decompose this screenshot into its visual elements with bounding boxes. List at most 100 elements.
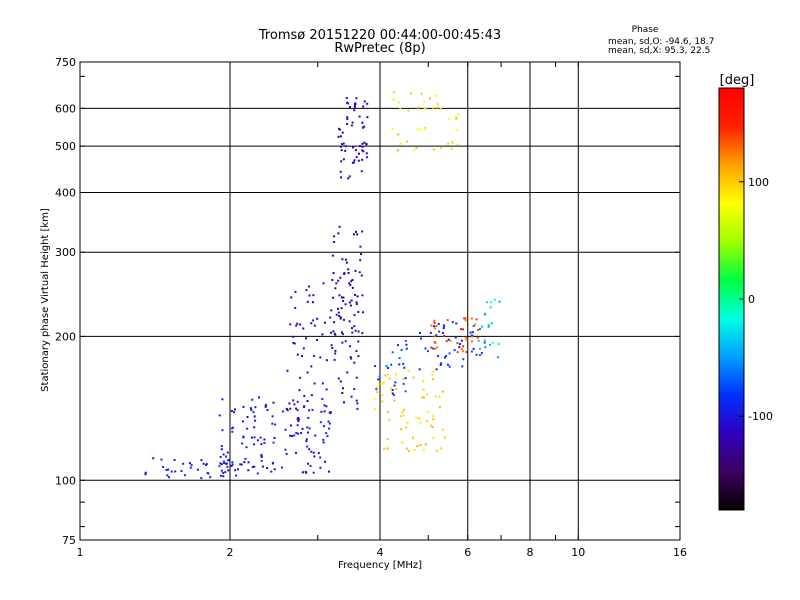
echo-point: [295, 324, 298, 327]
echo-point: [243, 461, 246, 464]
echo-point: [460, 328, 462, 331]
echo-point: [451, 141, 454, 144]
echo-point: [419, 444, 422, 446]
echo-point: [296, 400, 299, 403]
echo-point: [350, 124, 353, 127]
echo-point: [356, 402, 359, 405]
echo-point: [337, 279, 340, 282]
echo-point: [416, 444, 419, 447]
echo-point: [406, 140, 409, 143]
echo-point: [313, 455, 316, 458]
echo-point: [356, 233, 359, 236]
x-tick-label: 8: [527, 546, 534, 559]
echo-point: [443, 334, 446, 337]
echo-point: [353, 361, 356, 364]
echo-point: [296, 322, 299, 325]
echo-point: [420, 337, 422, 340]
echo-point: [391, 127, 394, 130]
echo-point: [365, 143, 368, 146]
echo-point: [351, 327, 353, 330]
echo-point: [357, 311, 360, 313]
echo-point: [165, 469, 168, 471]
echo-point: [309, 464, 312, 467]
echo-point: [461, 365, 464, 368]
echo-point: [434, 94, 437, 97]
echo-point: [404, 390, 407, 393]
echo-point: [423, 128, 426, 131]
echo-point: [403, 408, 405, 411]
echo-point: [247, 461, 250, 464]
echo-point: [328, 470, 330, 473]
echo-point: [352, 146, 355, 149]
echo-point: [412, 148, 415, 151]
echo-point: [254, 406, 257, 409]
echo-point: [328, 411, 331, 414]
y-tick-label: 600: [55, 102, 76, 115]
echo-point: [351, 331, 354, 334]
echo-point: [483, 314, 486, 316]
echo-point: [308, 285, 310, 288]
echo-point: [355, 149, 357, 152]
echo-point: [351, 161, 354, 164]
echo-point: [340, 160, 343, 163]
echo-point: [449, 339, 452, 342]
echo-point: [293, 342, 296, 345]
echo-point: [294, 306, 297, 309]
x-tick-label: 6: [464, 546, 471, 559]
echo-point: [312, 301, 314, 304]
echo-point: [355, 303, 358, 306]
echo-point: [366, 156, 369, 159]
echo-point: [340, 176, 342, 179]
echo-point: [222, 475, 225, 478]
echo-point: [443, 436, 446, 439]
echo-point: [377, 383, 380, 386]
echo-point: [393, 91, 395, 94]
echo-point: [221, 429, 224, 432]
echo-point: [330, 344, 333, 347]
echo-point: [437, 355, 439, 358]
echo-point: [144, 473, 147, 476]
echo-point: [346, 116, 349, 119]
echo-point: [200, 459, 203, 462]
echo-point: [477, 328, 480, 331]
echo-point: [306, 300, 309, 303]
echo-point: [395, 373, 398, 376]
echo-point: [286, 409, 289, 412]
echo-point: [438, 406, 441, 409]
echo-point: [167, 468, 170, 471]
echo-point: [357, 159, 360, 162]
echo-point: [242, 435, 245, 438]
echo-point: [295, 431, 298, 434]
echo-point: [231, 430, 234, 433]
echo-point: [263, 438, 266, 441]
echo-point: [253, 436, 256, 439]
echo-point: [298, 418, 300, 421]
echo-point: [355, 97, 358, 100]
echo-point: [435, 325, 438, 328]
echo-point: [292, 342, 295, 344]
echo-point: [310, 450, 313, 453]
echo-point: [471, 340, 473, 343]
echo-point: [209, 476, 212, 479]
echo-point: [340, 296, 343, 299]
echo-point: [319, 456, 322, 459]
x-tick-label: 4: [377, 546, 384, 559]
echo-point: [426, 393, 428, 396]
echo-point: [448, 352, 451, 355]
echo-point: [391, 389, 394, 391]
echo-point: [485, 301, 488, 304]
echo-point: [407, 109, 410, 112]
echo-point: [290, 424, 292, 427]
echo-point: [162, 465, 165, 468]
echo-point: [435, 346, 438, 349]
echo-point: [235, 474, 238, 477]
echo-point: [377, 378, 380, 381]
echo-point: [322, 282, 325, 285]
echo-point: [251, 398, 254, 401]
echo-point: [398, 101, 401, 104]
echo-point: [489, 343, 491, 346]
echo-point: [355, 156, 358, 159]
echo-point: [310, 322, 313, 325]
echo-point: [289, 323, 292, 326]
echo-point: [160, 458, 163, 461]
